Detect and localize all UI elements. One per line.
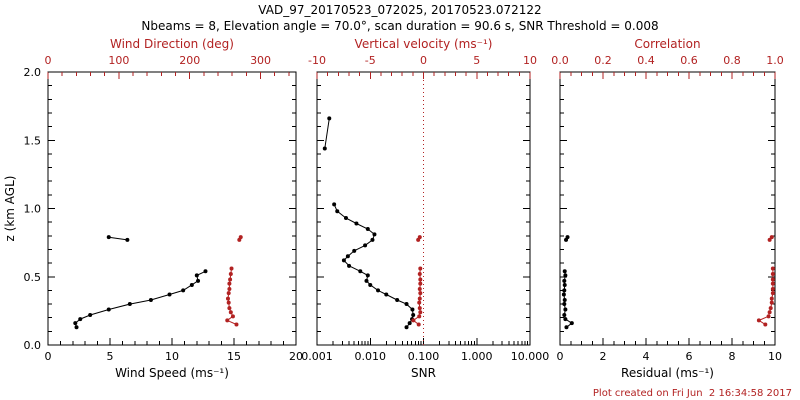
svg-text:SNR: SNR <box>411 366 436 380</box>
svg-text:1.000: 1.000 <box>461 350 493 363</box>
svg-text:0.0: 0.0 <box>551 54 569 67</box>
svg-text:-5: -5 <box>365 54 376 67</box>
svg-text:-10: -10 <box>308 54 326 67</box>
svg-text:0.8: 0.8 <box>723 54 741 67</box>
svg-text:0.010: 0.010 <box>355 350 387 363</box>
svg-text:10: 10 <box>523 54 537 67</box>
svg-text:1.5: 1.5 <box>24 134 42 147</box>
svg-text:1.0: 1.0 <box>24 203 42 216</box>
svg-text:200: 200 <box>179 54 200 67</box>
svg-text:8: 8 <box>729 350 736 363</box>
svg-text:Residual (ms⁻¹): Residual (ms⁻¹) <box>621 366 714 380</box>
svg-text:0.4: 0.4 <box>637 54 655 67</box>
svg-text:z (km AGL): z (km AGL) <box>3 176 17 242</box>
svg-text:Vertical velocity (ms⁻¹): Vertical velocity (ms⁻¹) <box>355 37 493 51</box>
svg-text:6: 6 <box>686 350 693 363</box>
svg-text:0.001: 0.001 <box>301 350 333 363</box>
svg-text:4: 4 <box>643 350 650 363</box>
svg-text:0.5: 0.5 <box>24 271 42 284</box>
svg-text:0.100: 0.100 <box>408 350 440 363</box>
plot-title: VAD_97_20170523_072025, 20170523.072122 <box>258 3 542 17</box>
svg-text:0.2: 0.2 <box>594 54 612 67</box>
svg-text:0: 0 <box>45 54 52 67</box>
svg-text:2: 2 <box>600 350 607 363</box>
svg-text:0: 0 <box>557 350 564 363</box>
svg-text:Wind Speed (ms⁻¹): Wind Speed (ms⁻¹) <box>115 366 229 380</box>
svg-text:0.6: 0.6 <box>680 54 698 67</box>
plot-created-timestamp: Plot created on Fri Jun 2 16:34:58 2017 <box>592 388 792 399</box>
svg-text:10: 10 <box>165 350 179 363</box>
svg-text:300: 300 <box>250 54 271 67</box>
svg-text:10.000: 10.000 <box>511 350 550 363</box>
svg-text:20: 20 <box>289 350 303 363</box>
plot-subtitle: Nbeams = 8, Elevation angle = 70.0°, sca… <box>141 19 659 33</box>
svg-text:Wind Direction (deg): Wind Direction (deg) <box>110 37 234 51</box>
svg-text:15: 15 <box>227 350 241 363</box>
svg-text:2.0: 2.0 <box>24 66 42 79</box>
svg-text:0.0: 0.0 <box>24 339 42 352</box>
svg-text:5: 5 <box>107 350 114 363</box>
svg-text:5: 5 <box>473 54 480 67</box>
svg-text:1.0: 1.0 <box>766 54 784 67</box>
svg-text:0: 0 <box>420 54 427 67</box>
svg-text:0: 0 <box>45 350 52 363</box>
svg-text:10: 10 <box>768 350 782 363</box>
svg-text:100: 100 <box>108 54 129 67</box>
svg-text:Correlation: Correlation <box>634 37 700 51</box>
